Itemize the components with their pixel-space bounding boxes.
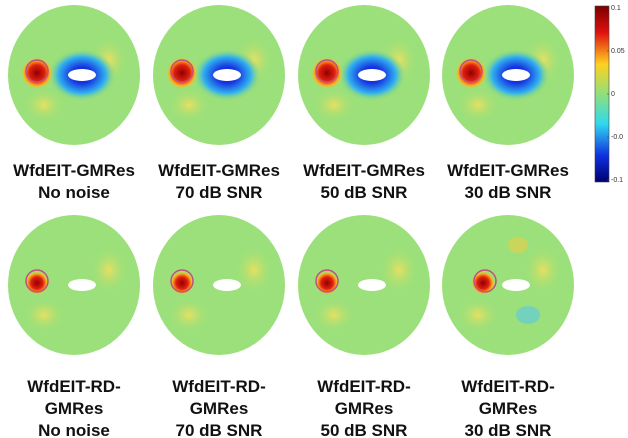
hole [358, 69, 386, 81]
caption: WfdEIT-RD- [317, 377, 410, 396]
panel-image [442, 5, 574, 145]
caption: 30 dB SNR [465, 183, 552, 202]
caption: WfdEIT-GMRes [447, 161, 569, 180]
hole [358, 279, 386, 291]
shade [456, 297, 500, 333]
shade [22, 297, 66, 333]
caption: 50 dB SNR [321, 183, 408, 202]
caption: 70 dB SNR [176, 183, 263, 202]
panels: WfdEIT-GMRes No noise WfdEIT-GMRes 70 dB SN… [8, 5, 574, 438]
hole [213, 69, 241, 81]
caption: GMRes [335, 399, 394, 418]
caption: GMRes [45, 399, 104, 418]
colorbar-tick-label: -0.0 [611, 134, 623, 141]
colorbar-tick-label: 0.1 [611, 5, 621, 12]
caption: WfdEIT-RD- [27, 377, 120, 396]
shade [379, 245, 419, 295]
hole [502, 69, 530, 81]
colorbar [595, 6, 609, 182]
hole [502, 279, 530, 291]
caption: WfdEIT-GMRes [158, 161, 280, 180]
shade [167, 297, 211, 333]
hole [213, 279, 241, 291]
caption: WfdEIT-GMRes [13, 161, 135, 180]
colorbar-tick-label: 0.05 [611, 48, 625, 55]
caption: WfdEIT-RD- [172, 377, 265, 396]
shade [312, 297, 356, 333]
caption: No noise [38, 183, 110, 202]
hole [68, 279, 96, 291]
colorbar-tick-label: -0.1 [611, 177, 623, 184]
shade [234, 245, 274, 295]
caption: WfdEIT-GMRes [303, 161, 425, 180]
caption: 50 dB SNR [321, 421, 408, 438]
panel-image [298, 5, 430, 145]
noise [508, 237, 528, 253]
panel-image [442, 215, 574, 355]
panel-image [8, 215, 140, 355]
panel-image [153, 5, 285, 145]
noise [516, 306, 540, 324]
shade [523, 245, 563, 295]
caption: GMRes [479, 399, 538, 418]
shade [89, 245, 129, 295]
colorbar-tick-label: 0 [611, 91, 615, 98]
panel-image [153, 215, 285, 355]
panel-image [8, 5, 140, 145]
panel-image [298, 215, 430, 355]
caption: No noise [38, 421, 110, 438]
caption: 30 dB SNR [465, 421, 552, 438]
caption: 70 dB SNR [176, 421, 263, 438]
figure: WfdEIT-GMRes No noise WfdEIT-GMRes 70 dB SN… [0, 0, 628, 438]
hole [68, 69, 96, 81]
caption: GMRes [190, 399, 249, 418]
caption: WfdEIT-RD- [461, 377, 554, 396]
